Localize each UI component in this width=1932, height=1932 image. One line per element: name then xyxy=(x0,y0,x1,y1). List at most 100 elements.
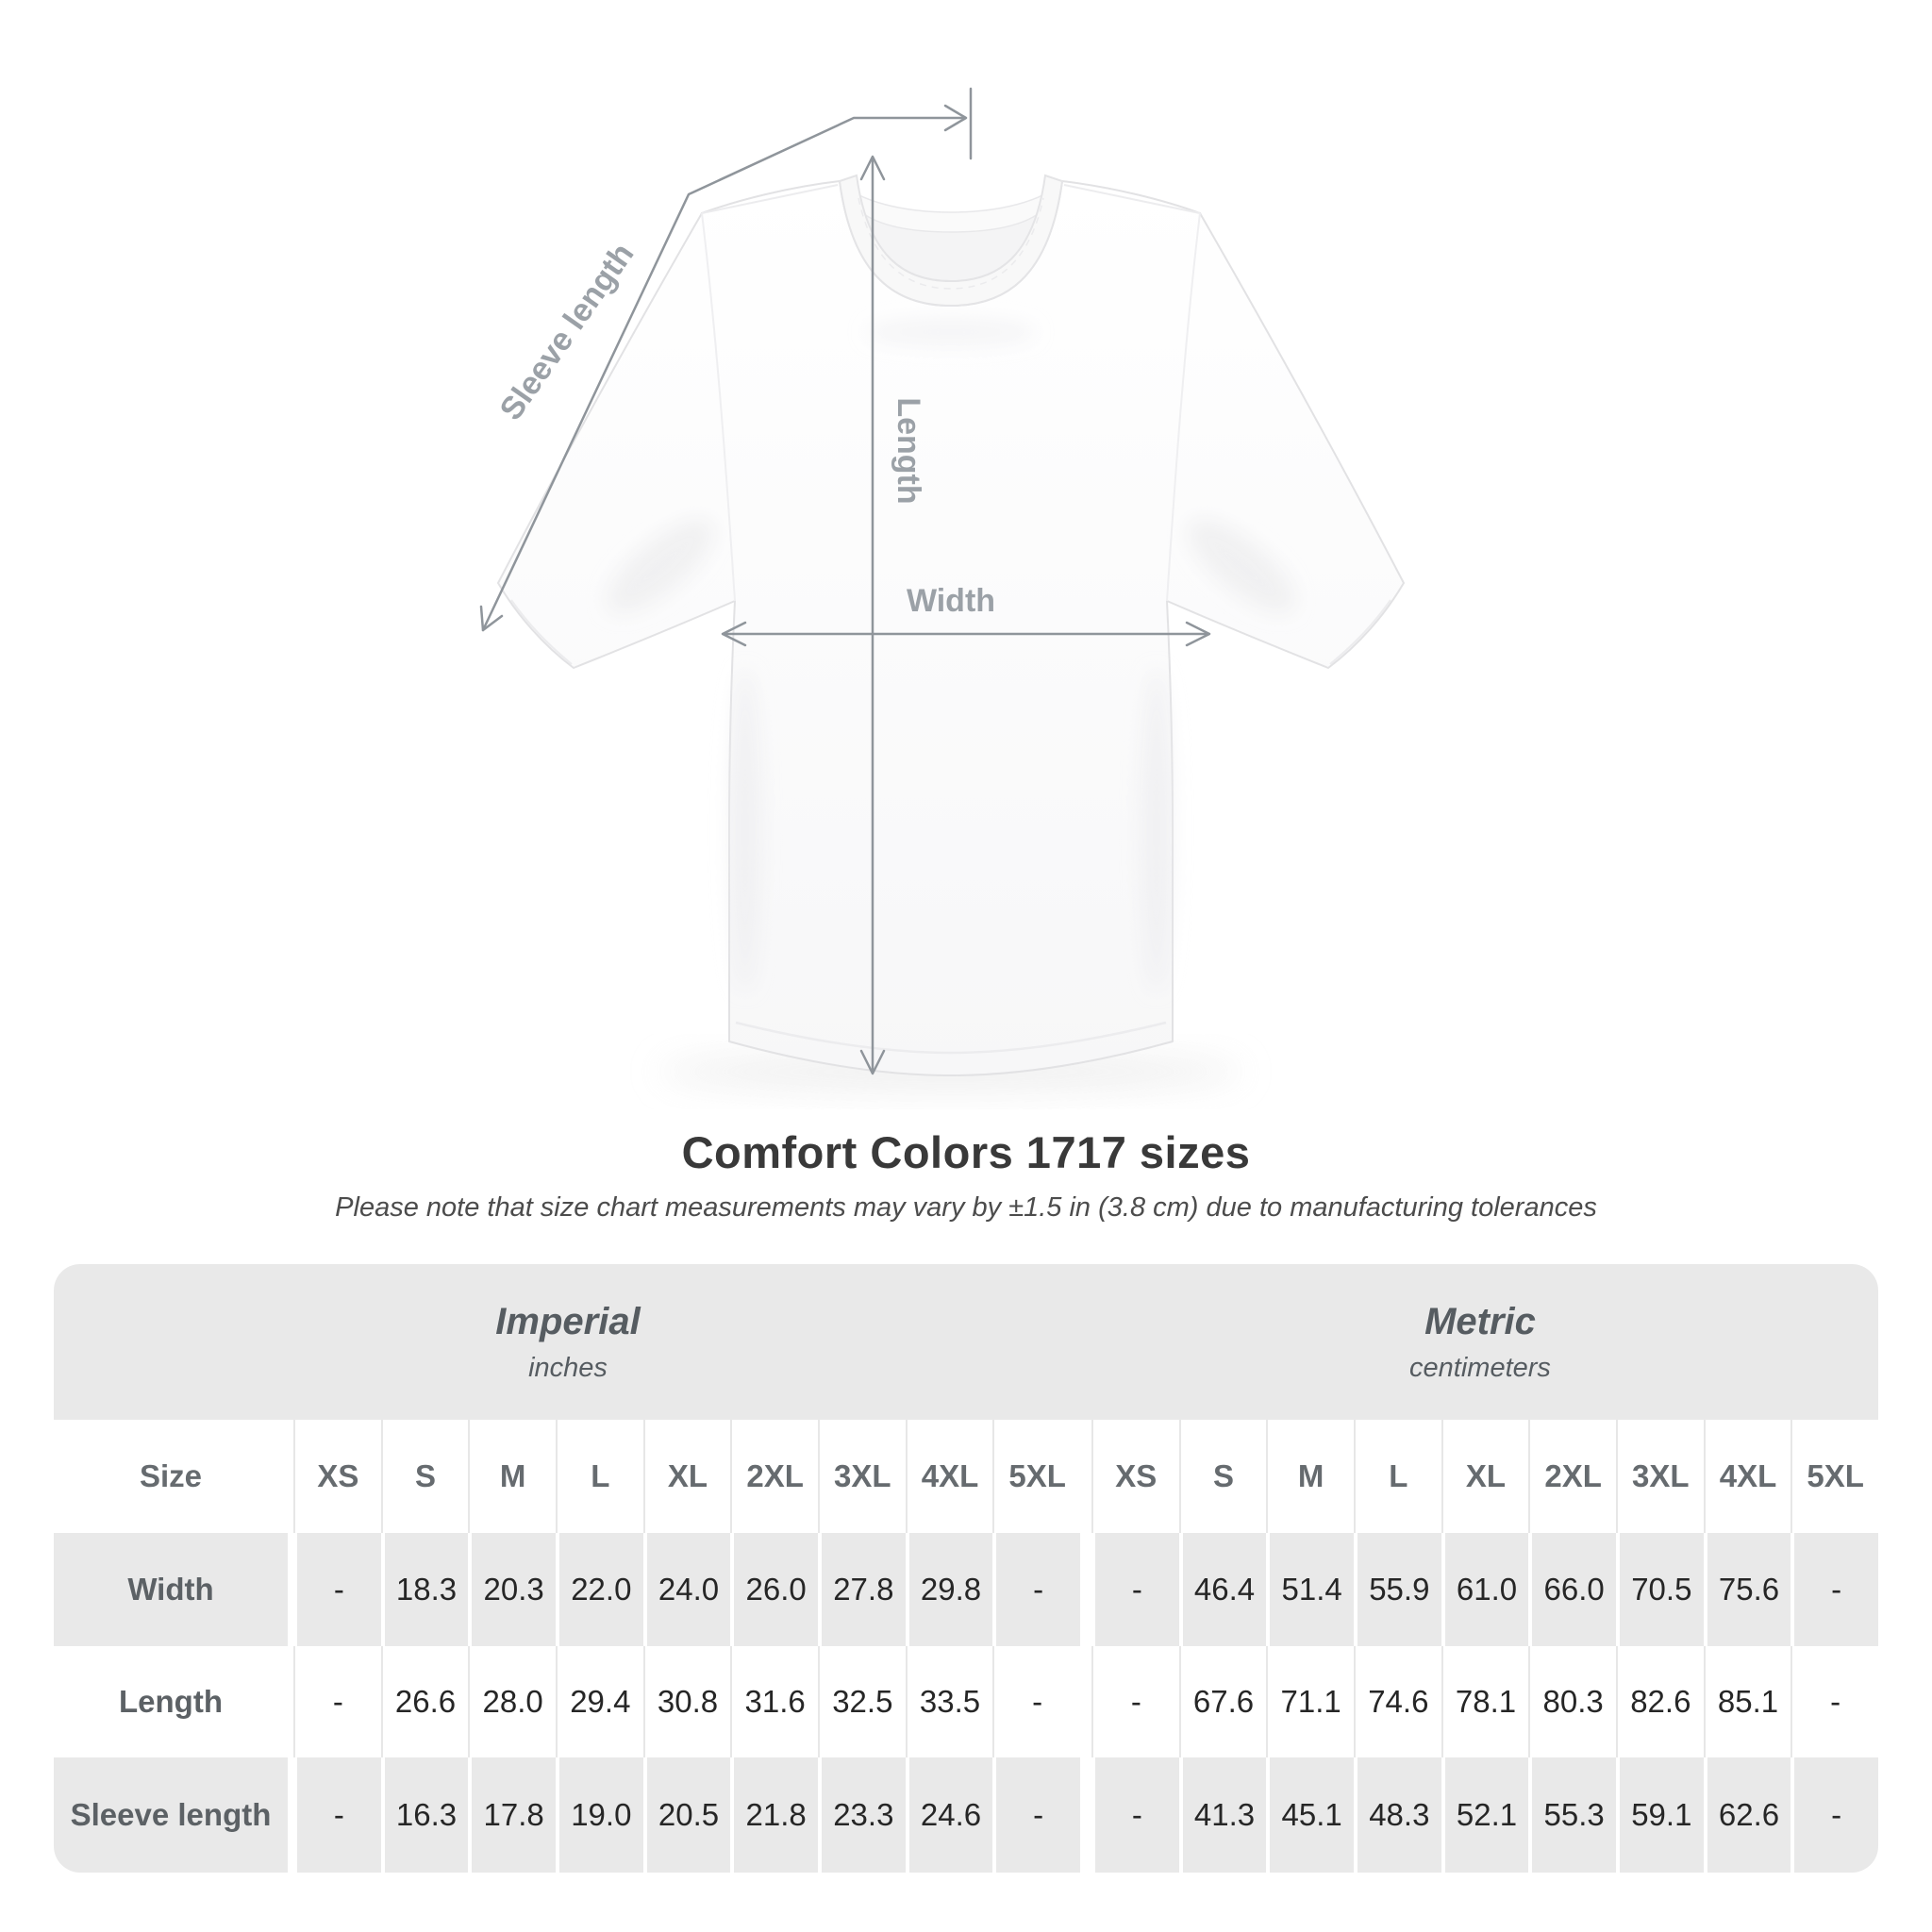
table-cell: 55.3 xyxy=(1528,1757,1616,1873)
table-row-sleeve-length: Sleeve length - 16.3 17.8 19.0 20.5 21.8… xyxy=(54,1757,1878,1873)
size-header: 4XL xyxy=(905,1420,993,1533)
group-gap xyxy=(1080,1646,1091,1757)
size-header: 2XL xyxy=(730,1420,818,1533)
table-cell: 28.0 xyxy=(468,1646,556,1757)
shirt-graphic xyxy=(497,174,1405,1076)
fabric-shading xyxy=(607,319,1295,991)
size-header: XL xyxy=(642,1420,731,1533)
table-cell: 18.3 xyxy=(380,1533,469,1646)
table-cell: 19.0 xyxy=(555,1757,643,1873)
table-cell: - xyxy=(1091,1757,1179,1873)
table-cell: 16.3 xyxy=(380,1757,469,1873)
size-header: 5XL xyxy=(1790,1420,1878,1533)
size-header: M xyxy=(468,1420,556,1533)
table-cell: - xyxy=(992,1757,1080,1873)
tshirt-diagram: Sleeve length Length Width xyxy=(479,87,1405,1091)
row-label: Width xyxy=(54,1533,288,1646)
column-gap xyxy=(288,1757,293,1873)
table-cell: 30.8 xyxy=(642,1646,731,1757)
table-cell: 62.6 xyxy=(1703,1757,1791,1873)
sleeve-length-arrow xyxy=(481,116,966,632)
column-gap xyxy=(288,1533,293,1646)
table-cell: 24.6 xyxy=(905,1757,993,1873)
table-cell: - xyxy=(1790,1757,1878,1873)
size-header: XS xyxy=(1091,1420,1179,1533)
table-cell: 23.3 xyxy=(817,1757,906,1873)
size-header-row: Size XS S M L XL 2XL 3XL 4XL 5XL XS S M … xyxy=(54,1420,1878,1533)
size-header: 4XL xyxy=(1703,1420,1791,1533)
width-label: Width xyxy=(907,583,995,619)
length-label: Length xyxy=(891,397,926,504)
page-title: Comfort Colors 1717 sizes xyxy=(681,1127,1251,1177)
table-cell: 45.1 xyxy=(1266,1757,1354,1873)
table-cell: 59.1 xyxy=(1615,1757,1704,1873)
group-gap xyxy=(1080,1420,1091,1533)
size-header: XL xyxy=(1441,1420,1529,1533)
size-header: S xyxy=(380,1420,469,1533)
table-cell: - xyxy=(992,1533,1080,1646)
imperial-group-name: Imperial xyxy=(495,1300,641,1342)
table-cell: - xyxy=(1091,1646,1179,1757)
table-cell: 71.1 xyxy=(1266,1646,1354,1757)
size-header: L xyxy=(555,1420,643,1533)
table-cell: 46.4 xyxy=(1178,1533,1267,1646)
imperial-group-header: Imperial inches xyxy=(54,1264,1082,1420)
table-cell: 41.3 xyxy=(1178,1757,1267,1873)
table-cell: 74.6 xyxy=(1353,1646,1441,1757)
metric-group-header: Metric centimeters xyxy=(1082,1264,1878,1420)
group-gap xyxy=(1079,1533,1091,1646)
measurement-lines xyxy=(479,87,1211,1075)
table-cell: 29.4 xyxy=(555,1646,643,1757)
imperial-group-unit: inches xyxy=(528,1352,608,1383)
table-cell: 78.1 xyxy=(1441,1646,1529,1757)
metric-group-unit: centimeters xyxy=(1409,1352,1551,1383)
tolerance-note: Please note that size chart measurements… xyxy=(335,1192,1597,1223)
collar-band xyxy=(838,174,1064,308)
size-header: S xyxy=(1178,1420,1267,1533)
table-cell: 26.6 xyxy=(380,1646,469,1757)
table-cell: 82.6 xyxy=(1615,1646,1704,1757)
table-cell: 61.0 xyxy=(1441,1533,1529,1646)
table-cell: 66.0 xyxy=(1528,1533,1616,1646)
size-header: XS xyxy=(293,1420,381,1533)
unit-group-band: Imperial inches Metric centimeters xyxy=(54,1264,1878,1420)
table-cell: 33.5 xyxy=(905,1646,993,1757)
seam-lines xyxy=(510,184,1391,1055)
table-cell: 31.6 xyxy=(730,1646,818,1757)
table-row-length: Length - 26.6 28.0 29.4 30.8 31.6 32.5 3… xyxy=(54,1646,1878,1757)
row-label: Sleeve length xyxy=(54,1757,288,1873)
table-cell: 24.0 xyxy=(642,1533,731,1646)
table-cell: - xyxy=(293,1533,381,1646)
metric-group-name: Metric xyxy=(1424,1300,1536,1342)
table-cell: 52.1 xyxy=(1441,1757,1529,1873)
size-header: 5XL xyxy=(992,1420,1080,1533)
table-cell: 26.0 xyxy=(730,1533,818,1646)
table-row-width: Width - 18.3 20.3 22.0 24.0 26.0 27.8 29… xyxy=(54,1533,1878,1646)
table-cell: 51.4 xyxy=(1266,1533,1354,1646)
table-cell: 21.8 xyxy=(730,1757,818,1873)
size-header: 2XL xyxy=(1528,1420,1616,1533)
table-cell: - xyxy=(293,1646,381,1757)
table-cell: 17.8 xyxy=(468,1757,556,1873)
table-cell: - xyxy=(1091,1533,1179,1646)
table-cell: 55.9 xyxy=(1353,1533,1441,1646)
table-cell: 27.8 xyxy=(817,1533,906,1646)
size-header: 3XL xyxy=(1615,1420,1704,1533)
size-header: M xyxy=(1266,1420,1354,1533)
table-cell: 32.5 xyxy=(817,1646,906,1757)
table-cell: 48.3 xyxy=(1353,1757,1441,1873)
table-cell: 22.0 xyxy=(555,1533,643,1646)
size-col-header: Size xyxy=(139,1458,203,1493)
size-header: 3XL xyxy=(817,1420,906,1533)
table-cell: 29.8 xyxy=(905,1533,993,1646)
size-header: L xyxy=(1353,1420,1441,1533)
table-cell: 75.6 xyxy=(1703,1533,1791,1646)
row-label: Length xyxy=(119,1684,223,1719)
table-cell: 67.6 xyxy=(1178,1646,1267,1757)
group-gap xyxy=(1079,1757,1091,1873)
table-cell: - xyxy=(1790,1646,1878,1757)
collar-stitch xyxy=(858,197,1044,290)
table-cell: - xyxy=(293,1757,381,1873)
table-cell: 20.3 xyxy=(468,1533,556,1646)
